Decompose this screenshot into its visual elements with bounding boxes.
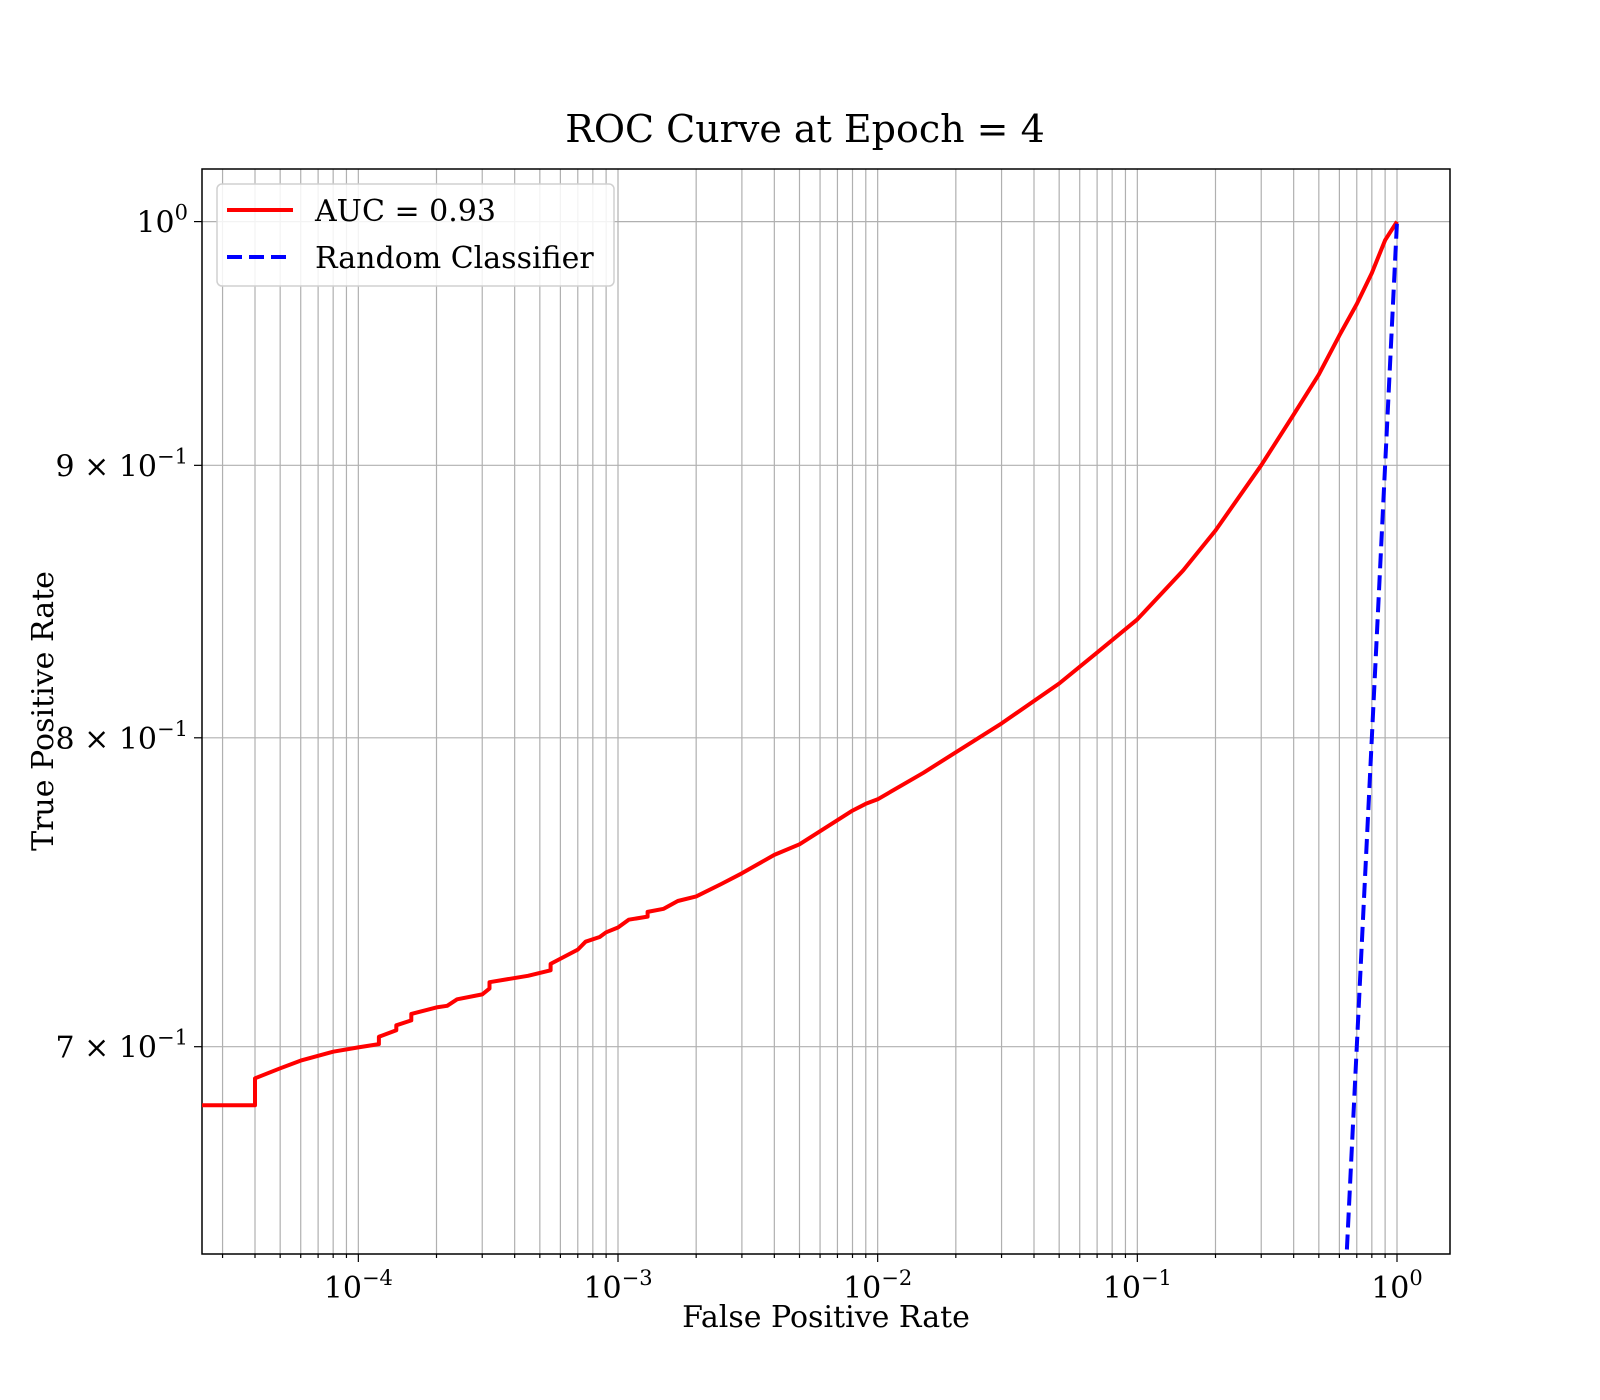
grid (202, 169, 1450, 1254)
series-group (202, 220, 1399, 1254)
y-tick-label: 8 × 10−1 (56, 717, 188, 757)
x-tick-label: 10−2 (843, 1266, 912, 1306)
legend-label-auc: AUC = 0.93 (314, 194, 496, 229)
y-tick-label: 100 (136, 201, 188, 241)
random-classifier-line (1344, 221, 1399, 1254)
legend-label-random: Random Classifier (315, 241, 594, 276)
x-tick-label: 10−1 (1103, 1266, 1172, 1306)
x-tick-label: 10−3 (583, 1266, 652, 1306)
y-tick-label: 9 × 10−1 (56, 444, 188, 484)
roc-curve-line (202, 220, 1399, 1108)
legend: AUC = 0.93 Random Classifier (216, 183, 615, 287)
y-tick-label: 7 × 10−1 (56, 1026, 188, 1066)
x-axis-label: False Positive Rate (682, 1300, 970, 1335)
x-tick-label: 10−4 (324, 1266, 393, 1306)
chart-title: ROC Curve at Epoch = 4 (565, 107, 1045, 151)
legend-box (216, 183, 615, 287)
plot-frame (201, 168, 1451, 1255)
x-tick-label: 100 (1371, 1266, 1423, 1306)
axis-ticks: 10−4 10−3 10−2 10−1 100 100 9 × 10−1 8 × 10−1 7 … (56, 201, 1423, 1306)
y-axis-label: True Positive Rate (26, 571, 61, 851)
